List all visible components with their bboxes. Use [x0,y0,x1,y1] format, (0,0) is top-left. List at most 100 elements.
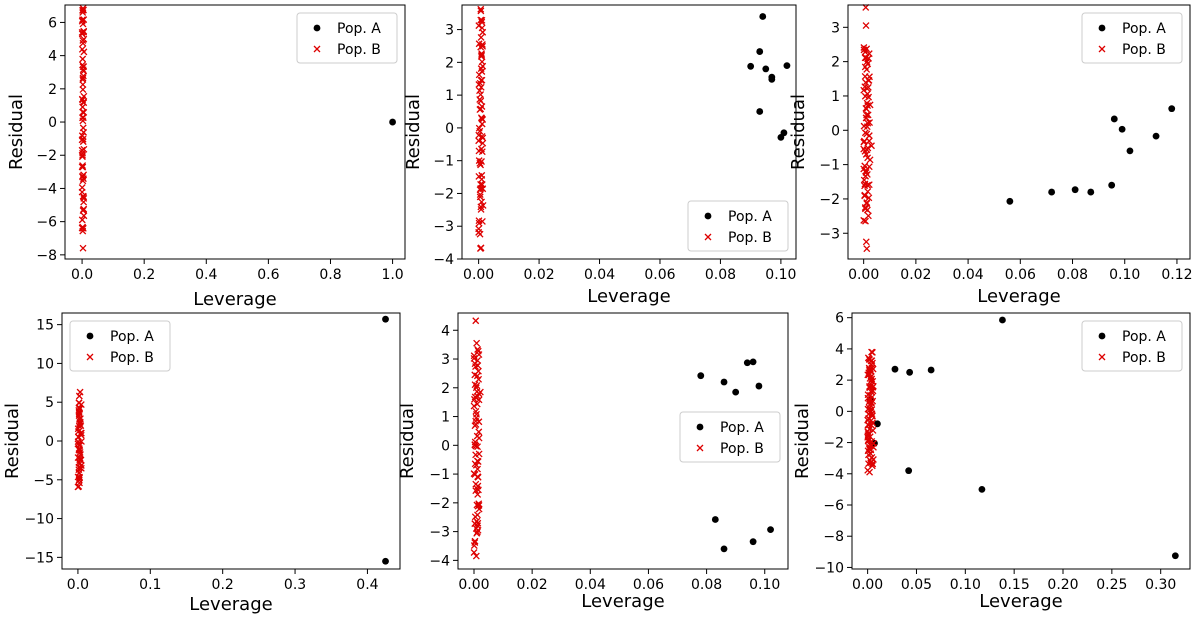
data-point-pop-b [78,45,86,53]
data-point-pop-b [865,383,873,391]
data-point-pop-b [78,146,86,154]
y-tick-label: 2 [48,82,57,98]
data-point-pop-b [477,5,485,13]
data-point-pop-a [978,485,986,493]
data-point-pop-b [80,212,88,220]
data-point-pop-b [478,158,485,165]
y-tick-label: 15 [36,318,54,334]
y-tick-label: 0 [441,438,450,454]
legend-label: Pop. A [728,209,772,225]
y-tick-label: 2 [835,373,844,389]
legend: Pop. A Pop. B [1081,12,1183,64]
y-tick-label: −2 [36,148,57,164]
data-point-pop-b [74,440,82,448]
data-point-pop-b [864,188,872,196]
legend-marker-pop-a [86,332,94,340]
data-point-pop-b [869,377,877,385]
data-point-pop-b [863,200,871,208]
data-point-pop-b [864,111,872,119]
x-tick-label: 0.10 [1109,267,1140,283]
data-point-pop-b [863,199,871,207]
data-point-pop-b [479,139,487,147]
y-tick-label: 0 [835,404,844,420]
data-point-pop-b [862,238,870,246]
data-point-pop-b [862,22,870,30]
data-point-pop-b [475,351,483,359]
legend-label: Pop. B [337,42,381,58]
legend-marker-pop-b [86,353,94,361]
data-point-pop-b [472,414,480,422]
y-tick-label: 2 [441,381,450,397]
legend-box [687,200,789,252]
data-point-pop-a [1108,181,1116,189]
data-point-pop-b [863,111,871,119]
legend-marker-pop-b [704,233,712,241]
data-point-pop-b [470,542,478,550]
data-point-pop-b [866,73,873,81]
x-tick-label: 0.06 [1005,267,1036,283]
data-point-pop-b [476,193,484,201]
data-point-pop-b [478,198,486,206]
data-point-pop-b [477,34,485,41]
x-tick-label: 0.00 [852,577,883,593]
data-point-pop-b [864,212,872,220]
data-point-pop-a [755,382,763,390]
x-tick-label: 0.10 [749,577,780,593]
data-point-pop-a [732,388,740,396]
x-tick-label: 0.6 [257,267,279,283]
x-tick-label: 0.4 [356,577,378,593]
y-tick-label: −15 [24,550,54,566]
data-point-pop-b [864,102,872,109]
data-point-pop-b [863,99,871,107]
plot-area [475,5,791,252]
data-point-pop-b [476,388,484,396]
data-point-pop-b [475,71,483,79]
data-point-pop-b [866,119,874,127]
data-point-pop-b [79,162,87,170]
data-point-pop-b [470,354,478,362]
data-point-pop-b [868,348,875,356]
x-tick-label: 0.06 [633,577,664,593]
data-point-pop-b [865,50,873,58]
x-axis-label: Leverage [189,594,272,615]
data-point-pop-b [470,549,478,556]
data-point-pop-b [472,407,480,415]
data-point-pop-b [479,201,487,209]
y-tick-label: −3 [429,525,450,541]
data-point-pop-b [473,400,481,408]
data-point-pop-b [864,144,872,152]
x-tick-label: 0.04 [953,267,984,283]
x-tick-label: 0.2 [212,577,234,593]
data-point-pop-b [79,163,87,171]
data-point-pop-b [75,392,83,400]
y-tick-label: 1 [831,89,840,105]
y-axis-label: Residual [397,403,418,479]
data-point-pop-a [999,316,1006,324]
y-tick-label: −1 [429,467,450,483]
legend-box [69,320,171,372]
legend: Pop. A Pop. B [69,320,171,372]
data-point-pop-b [79,172,87,180]
data-point-pop-b [866,441,874,449]
data-point-pop-b [864,354,872,362]
x-tick-label: 0.06 [644,267,675,283]
y-tick-label: 6 [48,15,57,31]
data-point-pop-b [474,465,482,473]
axes-frame [461,4,797,260]
x-tick-label: 0.00 [463,267,494,283]
data-point-pop-a [1152,132,1160,140]
x-tick-label: 0.08 [705,267,736,283]
data-point-pop-a [711,516,719,523]
data-point-pop-b [868,412,876,420]
x-tick-label: 0.2 [133,267,155,283]
y-tick-label: 4 [48,49,57,65]
chart-p4: 0.0 0.1 0.2 0.3 0.4 −15 −10 −5 0 5 10 15 Leverage Res… [2,312,401,615]
data-point-pop-b [471,422,479,430]
x-tick-label: 0.08 [691,577,722,593]
data-point-pop-b [474,356,481,364]
x-tick-label: 1.0 [381,267,403,283]
y-tick-label: −4 [823,467,844,483]
data-point-pop-b [472,480,480,488]
data-point-pop-b [471,371,479,379]
y-tick-label: −4 [433,252,454,268]
